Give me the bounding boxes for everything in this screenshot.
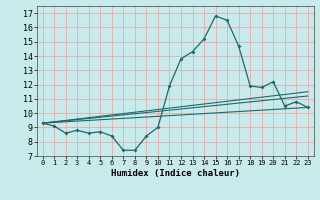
X-axis label: Humidex (Indice chaleur): Humidex (Indice chaleur) — [111, 169, 240, 178]
